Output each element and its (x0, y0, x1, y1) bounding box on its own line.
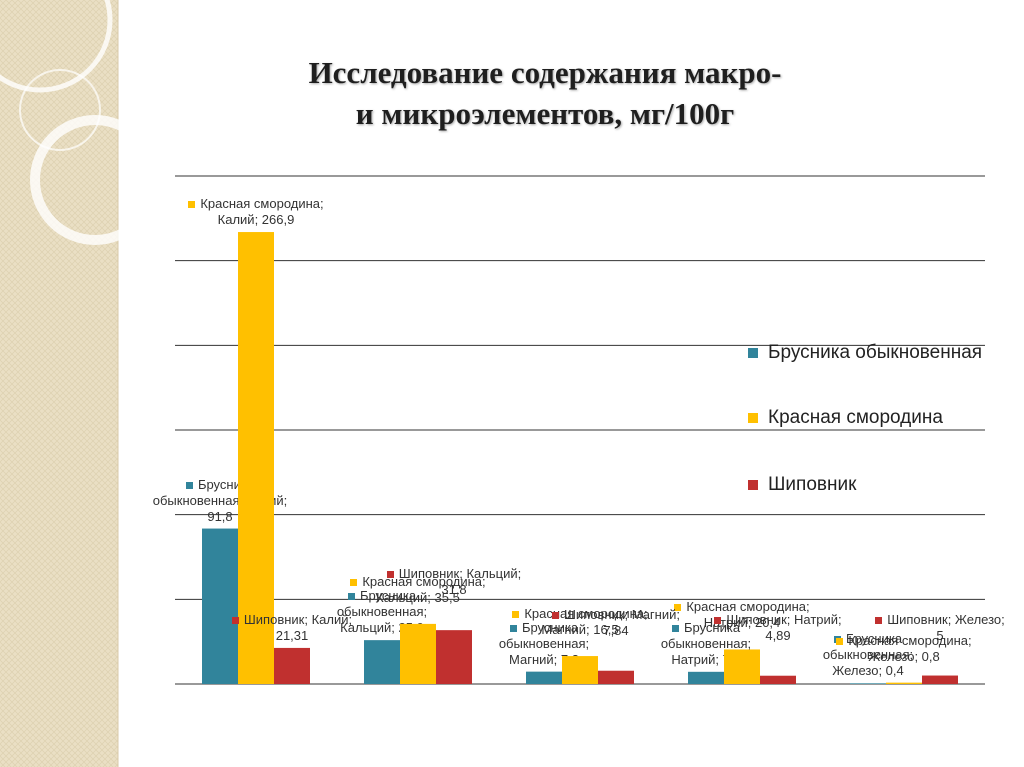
data-label: Красная смородина; Железо; 0,8 (836, 595, 972, 665)
bar (202, 528, 238, 684)
bar (598, 670, 634, 684)
data-label-text: Красная смородина; Натрий; 20,4 (686, 599, 810, 631)
data-label-box: Шиповник; Калий; 21,31 (224, 574, 360, 644)
legend-item: Брусника обыкновенная (748, 340, 988, 366)
data-label-box: Шиповник; Натрий; 4,89 (710, 574, 846, 644)
bar (436, 630, 472, 684)
data-label-text: Красная смородина; Железо; 0,8 (848, 632, 972, 664)
data-label-text: Брусника обыкновенная; Магний; 7,3 (498, 619, 590, 667)
data-label-text: Брусника обыкновенная; Железо; 0,4 (822, 631, 914, 679)
data-label: Шиповник; Кальций; 31,8 (386, 528, 522, 598)
bar (850, 683, 886, 684)
bar (238, 232, 274, 685)
plot-area: Брусника обыкновенная; Калий; 91,8Брусни… (153, 158, 1008, 685)
data-label: Брусника обыкновенная; Магний; 7,3 (476, 598, 612, 668)
data-label: Шиповник; Магний; 7,84 (548, 569, 684, 639)
legend-entry: Красная смородина (748, 405, 988, 431)
legend-label: Красная смородина (768, 407, 943, 428)
bar (400, 623, 436, 684)
bar (886, 682, 922, 684)
legend-label: Шиповник (768, 474, 857, 495)
data-label: Шиповник; Натрий; 4,89 (710, 574, 846, 644)
data-label: Шиповник; Железо; 5 (872, 574, 1008, 644)
bar (562, 656, 598, 684)
data-label-box: Шиповник; Кальций; 31,8 (386, 528, 522, 598)
data-label: Шиповник; Калий; 21,31 (224, 574, 360, 644)
data-label-box: Брусника обыкновенная; Магний; 7,3 (476, 598, 612, 668)
bar (364, 640, 400, 684)
data-label-box: Брусника обыкновенная; Железо; 0,4 (800, 609, 936, 679)
data-label-text: Шиповник; Натрий; 4,89 (726, 611, 842, 643)
data-label-text: Красная смородина; Калий; 266,9 (200, 196, 324, 228)
legend-key (748, 348, 758, 358)
bar (688, 671, 724, 684)
legend-label: Брусника обыкновенная (768, 342, 983, 363)
data-label-text: Шиповник; Калий; 21,31 (243, 611, 353, 643)
data-label: Брусника обыкновенная; Железо; 0,4 (800, 609, 936, 679)
bar (724, 649, 760, 684)
chart-title: Исследование содержания макро- и микроэл… (308, 55, 782, 131)
data-label: Брусника обыкновенная; Натрий; 7,2 (638, 598, 774, 668)
bar (526, 671, 562, 684)
data-label-box: Брусника обыкновенная; Натрий; 7,2 (638, 598, 774, 668)
data-label-text: Шиповник; Кальций; 31,8 (398, 566, 522, 598)
data-label-text: Шиповник; Железо; 5 (887, 611, 1005, 643)
data-label-box: Красная смородина; Натрий; 20,4 (674, 561, 810, 631)
data-label-text: Брусника обыкновенная; Натрий; 7,2 (660, 619, 752, 667)
bar (922, 675, 958, 684)
data-label-box: Красная смородина; Железо; 0,8 (836, 595, 972, 665)
legend-key (748, 480, 758, 490)
decoration (0, 0, 160, 767)
legend-key (748, 413, 758, 423)
data-label: Красная смородина; Калий; 266,9 (188, 158, 324, 228)
bar (274, 647, 310, 684)
legend-entry: Брусника обыкновенная (748, 340, 988, 366)
data-label-text: Шиповник; Магний; 7,84 (564, 606, 680, 638)
data-label-box: Шиповник; Магний; 7,84 (548, 569, 684, 639)
legend-item: Красная смородина (748, 405, 988, 431)
data-label: Красная смородина; Натрий; 20,4 (674, 561, 810, 631)
data-label-box: Красная смородина; Калий; 266,9 (188, 158, 324, 228)
legend-entry: Шиповник (748, 472, 988, 498)
legend-item: Шиповник (748, 472, 988, 498)
data-label-box: Шиповник; Железо; 5 (872, 574, 1008, 644)
bar (760, 675, 796, 684)
